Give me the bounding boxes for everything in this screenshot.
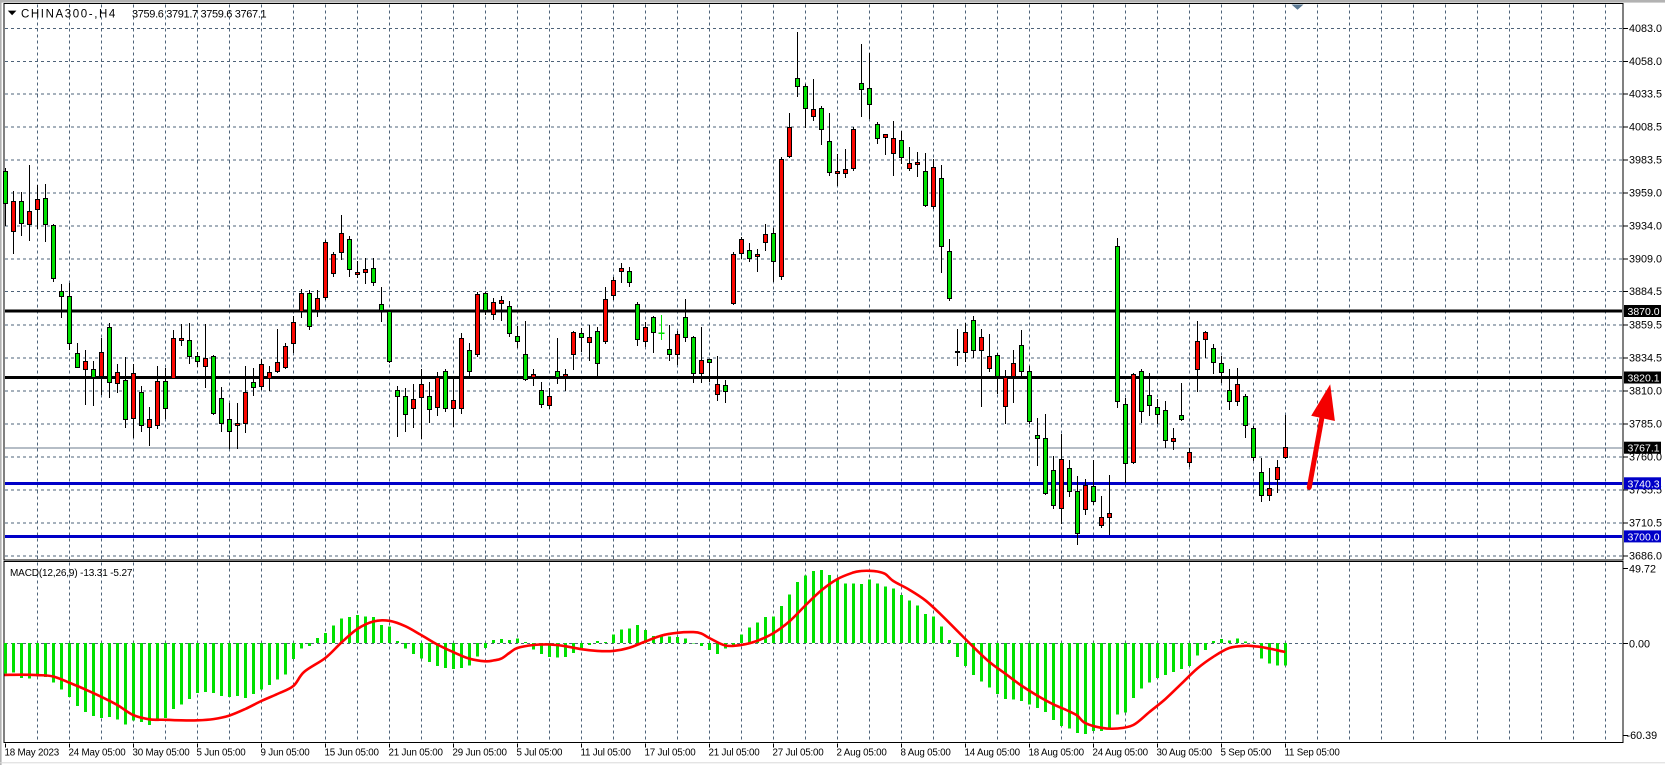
- svg-text:4008.5: 4008.5: [1629, 122, 1662, 134]
- svg-text:24 May 05:00: 24 May 05:00: [69, 748, 127, 759]
- svg-text:3760.0: 3760.0: [1629, 451, 1662, 463]
- svg-text:27 Jul 05:00: 27 Jul 05:00: [773, 748, 825, 759]
- svg-text:14 Aug 05:00: 14 Aug 05:00: [965, 748, 1021, 759]
- svg-text:3959.0: 3959.0: [1629, 187, 1662, 199]
- svg-text:CHINA300-,H4: CHINA300-,H4: [21, 9, 117, 21]
- svg-text:3870.0: 3870.0: [1628, 306, 1660, 318]
- svg-text:5 Sep 05:00: 5 Sep 05:00: [1221, 748, 1272, 759]
- svg-text:29 Jun 05:00: 29 Jun 05:00: [453, 748, 508, 759]
- svg-text:18 May 2023: 18 May 2023: [5, 748, 60, 759]
- svg-text:3934.0: 3934.0: [1629, 220, 1662, 232]
- svg-text:3759.6 3791.7 3759.6 3767.1: 3759.6 3791.7 3759.6 3767.1: [132, 9, 267, 21]
- svg-text:3785.0: 3785.0: [1629, 418, 1662, 430]
- svg-text:9 Jun 05:00: 9 Jun 05:00: [261, 748, 311, 759]
- svg-text:24 Aug 05:00: 24 Aug 05:00: [1093, 748, 1149, 759]
- svg-text:30 May 05:00: 30 May 05:00: [133, 748, 191, 759]
- svg-text:11 Jul 05:00: 11 Jul 05:00: [581, 748, 632, 759]
- svg-text:49.72: 49.72: [1629, 564, 1656, 576]
- svg-text:18 Aug 05:00: 18 Aug 05:00: [1029, 748, 1085, 759]
- svg-text:3859.5: 3859.5: [1629, 319, 1662, 331]
- svg-text:0.00: 0.00: [1629, 638, 1650, 650]
- svg-text:15 Jun 05:00: 15 Jun 05:00: [325, 748, 380, 759]
- svg-text:-60.39: -60.39: [1627, 730, 1658, 742]
- svg-text:5 Jul 05:00: 5 Jul 05:00: [517, 748, 563, 759]
- svg-text:21 Jun 05:00: 21 Jun 05:00: [389, 748, 444, 759]
- svg-text:3740.3: 3740.3: [1628, 478, 1660, 490]
- svg-text:3820.1: 3820.1: [1628, 373, 1660, 385]
- svg-text:8 Aug 05:00: 8 Aug 05:00: [901, 748, 952, 759]
- svg-text:3983.5: 3983.5: [1629, 155, 1662, 167]
- svg-text:11 Sep 05:00: 11 Sep 05:00: [1285, 748, 1341, 759]
- svg-text:3909.0: 3909.0: [1629, 253, 1662, 265]
- svg-text:2 Aug 05:00: 2 Aug 05:00: [837, 748, 888, 759]
- svg-text:4058.0: 4058.0: [1629, 56, 1662, 68]
- svg-text:4083.0: 4083.0: [1629, 23, 1662, 35]
- svg-text:3710.5: 3710.5: [1629, 517, 1662, 529]
- svg-text:21 Jul 05:00: 21 Jul 05:00: [709, 748, 761, 759]
- svg-text:3884.5: 3884.5: [1629, 286, 1662, 298]
- svg-text:4033.5: 4033.5: [1629, 89, 1662, 101]
- svg-text:17 Jul 05:00: 17 Jul 05:00: [645, 748, 697, 759]
- svg-text:3834.5: 3834.5: [1629, 352, 1662, 364]
- svg-text:3686.0: 3686.0: [1629, 550, 1662, 562]
- svg-text:3810.0: 3810.0: [1629, 386, 1662, 398]
- svg-text:3700.0: 3700.0: [1628, 531, 1660, 543]
- svg-text:3767.1: 3767.1: [1628, 443, 1660, 455]
- svg-text:5 Jun 05:00: 5 Jun 05:00: [197, 748, 247, 759]
- svg-text:MACD(12,26,9) -13.31 -5.27: MACD(12,26,9) -13.31 -5.27: [10, 568, 133, 579]
- svg-text:30 Aug 05:00: 30 Aug 05:00: [1157, 748, 1213, 759]
